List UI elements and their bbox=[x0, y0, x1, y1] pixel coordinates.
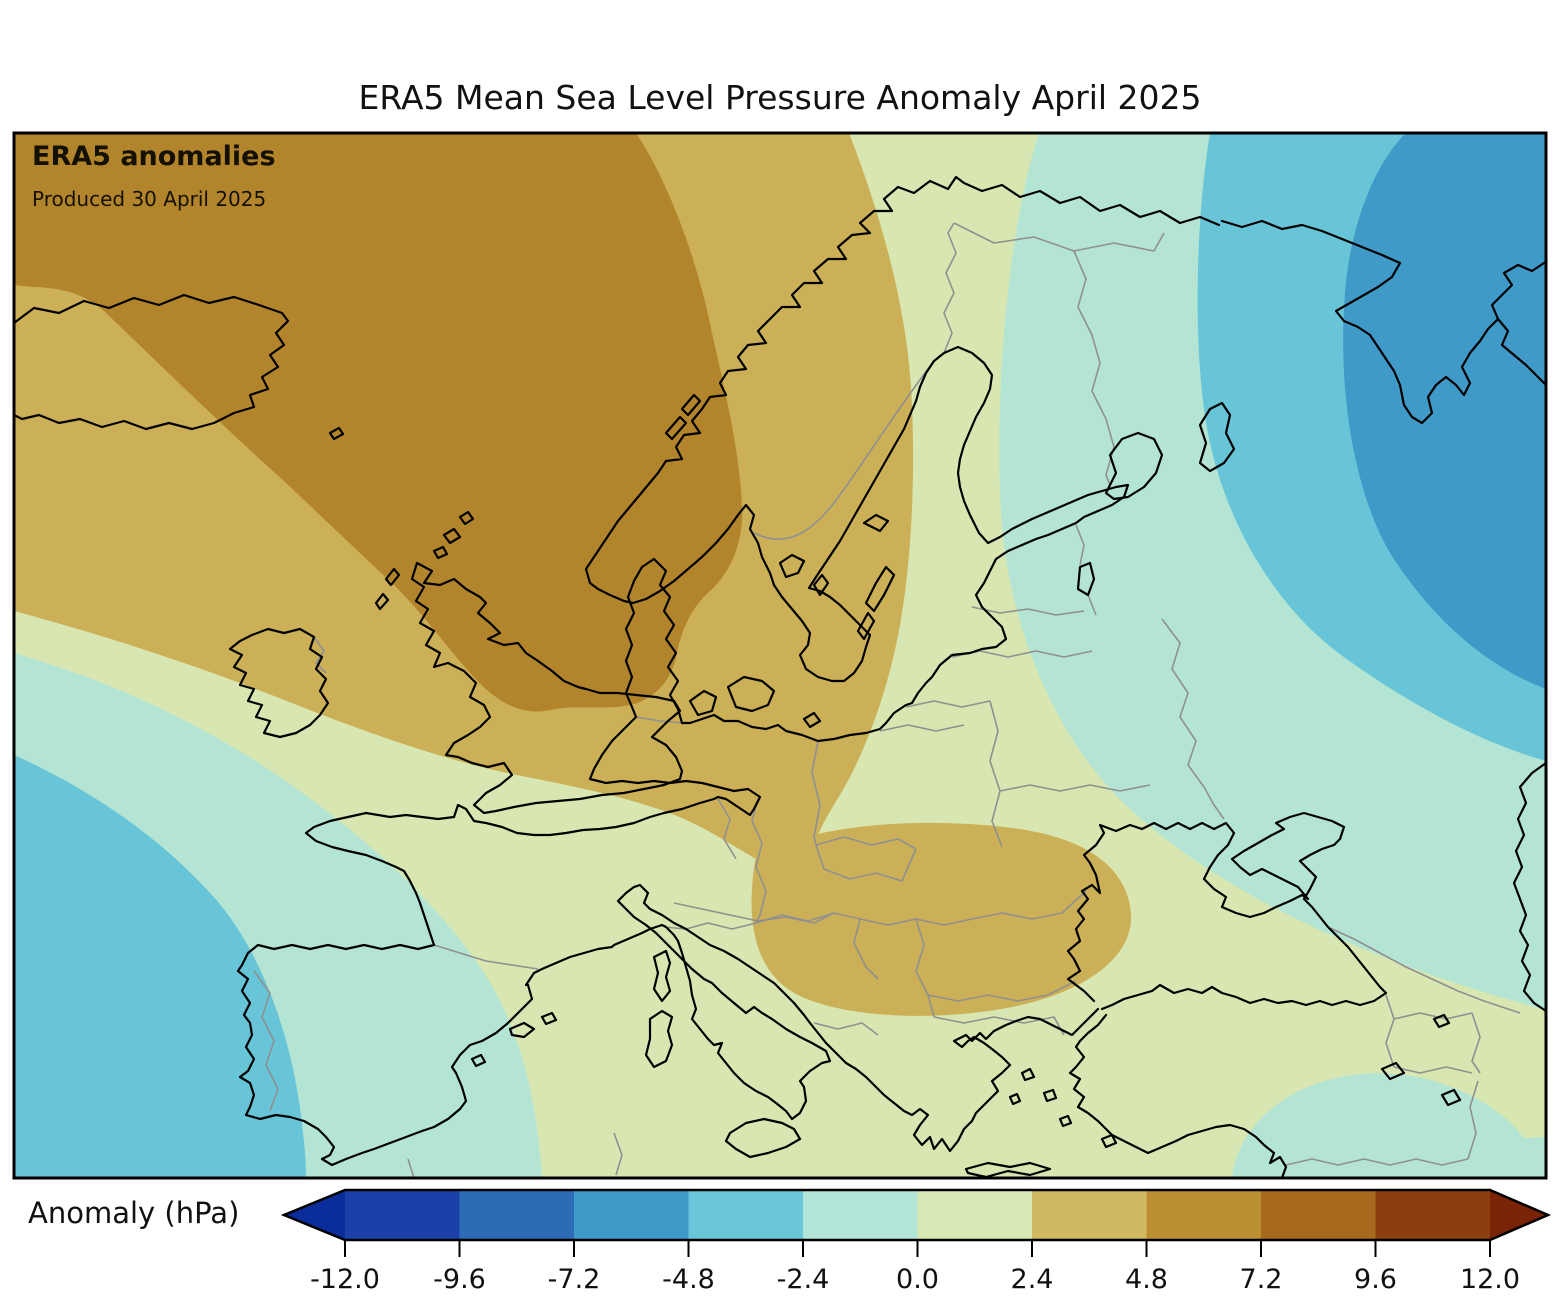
tick-label: 7.2 bbox=[1240, 1264, 1283, 1295]
tick-label: 2.4 bbox=[1011, 1264, 1054, 1295]
tick-label: 12.0 bbox=[1460, 1264, 1520, 1295]
tick-label: 0.0 bbox=[896, 1264, 939, 1295]
page-title: ERA5 Mean Sea Level Pressure Anomaly Apr… bbox=[358, 78, 1202, 117]
colorbar-segment-5 bbox=[803, 1190, 918, 1240]
colorbar-segment-4 bbox=[688, 1190, 803, 1240]
tick-label: -7.2 bbox=[548, 1264, 601, 1295]
map-overlay-heading: ERA5 anomalies bbox=[32, 141, 276, 172]
colorbar-ticks bbox=[344, 1240, 1491, 1257]
colorbar-segment-10 bbox=[1375, 1190, 1490, 1240]
tick-label: -2.4 bbox=[777, 1264, 830, 1295]
colorbar-segment-9 bbox=[1261, 1190, 1376, 1240]
tick-label: -4.8 bbox=[662, 1264, 715, 1295]
colorbar-canvas: -12.0 -9.6 -7.2 -4.8 -2.4 0.0 2.4 4.8 7.… bbox=[280, 1188, 1552, 1295]
colorbar-segment-8 bbox=[1146, 1190, 1261, 1240]
tick-label: -9.6 bbox=[433, 1264, 486, 1295]
colorbar-segment-7 bbox=[1032, 1190, 1147, 1240]
colorbar-segment-2 bbox=[459, 1190, 574, 1240]
tick-label: -12.0 bbox=[310, 1264, 380, 1295]
tick-label: 9.6 bbox=[1354, 1264, 1397, 1295]
colorbar-segment-3 bbox=[574, 1190, 689, 1240]
contour-band-neg5-neg2hpa-atlantic bbox=[14, 755, 306, 1178]
colorbar-over-arrow bbox=[1490, 1190, 1548, 1240]
colorbar-label: Anomaly (hPa) bbox=[28, 1196, 240, 1230]
map-frame bbox=[12, 131, 1548, 1180]
tick-label: 4.8 bbox=[1125, 1264, 1168, 1295]
contour-band-2-5hpa-balkans bbox=[751, 822, 1132, 1016]
anomaly-map: ERA5 anomalies Produced 30 April 2025 bbox=[12, 131, 1548, 1180]
map-overlay-produced-date: Produced 30 April 2025 bbox=[32, 187, 267, 211]
contour-band-neg2-0hpa-corner bbox=[1362, 1137, 1546, 1178]
colorbar: Anomaly (hPa) -12.0 -9.6 bbox=[0, 1178, 1560, 1305]
colorbar-under-arrow bbox=[284, 1190, 345, 1240]
map-canvas bbox=[12, 131, 1548, 1180]
coastlines bbox=[12, 175, 1548, 1180]
colorbar-segment-1 bbox=[345, 1190, 460, 1240]
country-borders bbox=[253, 222, 1521, 1179]
colorbar-segment-6 bbox=[917, 1190, 1032, 1240]
contour-band-5-7hpa-core bbox=[14, 133, 743, 712]
colorbar-tick-labels: -12.0 -9.6 -7.2 -4.8 -2.4 0.0 2.4 4.8 7.… bbox=[310, 1264, 1520, 1295]
